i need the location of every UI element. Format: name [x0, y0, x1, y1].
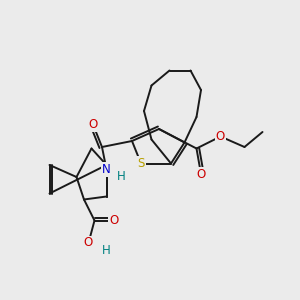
Text: O: O: [216, 130, 225, 143]
Text: S: S: [137, 157, 145, 170]
Text: O: O: [196, 167, 206, 181]
Text: H: H: [102, 244, 111, 257]
Text: O: O: [88, 118, 98, 131]
Text: O: O: [84, 236, 93, 250]
Text: O: O: [110, 214, 118, 227]
Text: H: H: [117, 170, 126, 184]
Text: N: N: [102, 163, 111, 176]
